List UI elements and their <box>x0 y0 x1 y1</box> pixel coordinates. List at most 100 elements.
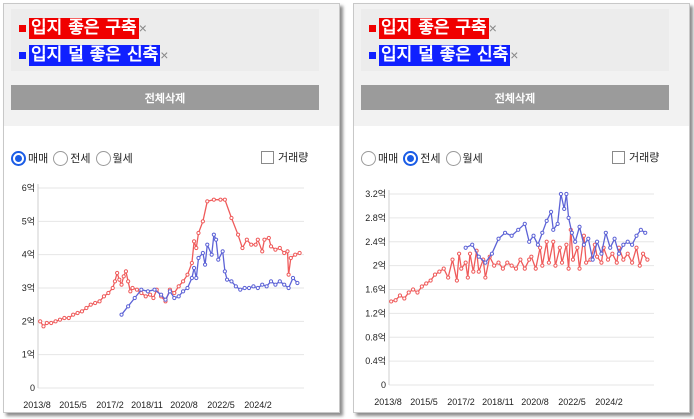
data-point <box>286 285 291 291</box>
data-point <box>533 266 538 271</box>
data-point <box>406 290 411 295</box>
radio-monthly-rent[interactable]: 월세 <box>95 150 133 166</box>
remove-tag-icon[interactable]: × <box>138 20 147 36</box>
radio-label: 월세 <box>462 153 483 165</box>
data-point <box>562 206 567 212</box>
data-point <box>599 260 604 265</box>
data-point <box>57 317 63 322</box>
data-point <box>610 251 615 256</box>
data-point <box>244 237 249 242</box>
volume-checkbox[interactable]: 거래량 <box>612 149 659 165</box>
remove-tag-icon[interactable]: × <box>510 47 519 63</box>
y-tick-label: 0 <box>30 383 35 393</box>
y-tick-label: 2.8억 <box>365 212 386 223</box>
radio-label: 전세 <box>70 153 91 165</box>
checkbox-icon[interactable] <box>612 150 625 164</box>
data-point <box>638 227 643 232</box>
data-point <box>117 277 122 282</box>
data-point <box>151 295 156 301</box>
delete-all-button[interactable]: 전체삭제 <box>361 85 669 110</box>
data-point <box>616 251 622 256</box>
data-point <box>496 236 501 241</box>
data-point <box>126 279 131 284</box>
radio-sale[interactable]: 매매 <box>11 150 48 166</box>
data-point <box>167 289 173 294</box>
complex-tag-1: 입지 좋은 구축 × <box>19 17 147 39</box>
selected-complex-tags: 입지 좋은 구축 × 입지 덜 좋은 신축 × <box>361 9 669 71</box>
series-line-1 <box>39 199 300 328</box>
data-point <box>637 263 642 268</box>
data-point <box>123 269 129 274</box>
data-point <box>211 232 216 237</box>
radio-button-icon[interactable] <box>95 150 111 166</box>
y-tick-label: 1.2억 <box>365 307 386 318</box>
data-point <box>163 297 168 302</box>
radio-button-icon[interactable] <box>53 150 69 166</box>
data-point <box>139 287 144 292</box>
data-point <box>424 281 429 286</box>
data-point <box>189 275 194 281</box>
data-point <box>522 221 527 226</box>
data-point <box>518 257 523 262</box>
remove-tag-icon[interactable]: × <box>160 47 169 63</box>
data-point <box>432 272 438 277</box>
data-point <box>559 260 565 265</box>
data-point <box>614 260 619 265</box>
data-point <box>397 293 403 298</box>
data-point <box>573 239 578 244</box>
blue-square-icon <box>19 51 26 59</box>
data-point <box>566 215 571 220</box>
data-point <box>441 266 446 271</box>
data-point <box>101 294 107 299</box>
checkbox-icon[interactable] <box>261 150 274 164</box>
data-point <box>205 242 210 247</box>
x-tick-label: 2020/8 <box>170 400 198 410</box>
x-tick-label: 2015/5 <box>59 400 87 410</box>
data-point <box>415 290 420 295</box>
radio-jeonse[interactable]: 전세 <box>53 150 91 166</box>
radio-button-icon[interactable] <box>361 150 376 166</box>
data-point <box>640 251 646 256</box>
radio-button-icon[interactable] <box>445 150 461 166</box>
radio-button-icon[interactable] <box>403 150 419 166</box>
data-point <box>93 300 98 306</box>
checkbox-label: 거래량 <box>278 152 309 164</box>
y-tick-label: 2억 <box>22 315 35 326</box>
series-line-2 <box>465 193 646 264</box>
data-point <box>185 272 190 277</box>
remove-tag-icon[interactable]: × <box>488 20 497 36</box>
data-point <box>428 278 433 283</box>
data-point <box>266 235 271 241</box>
radio-monthly-rent[interactable]: 월세 <box>445 150 483 166</box>
delete-all-button[interactable]: 전체삭제 <box>11 85 319 110</box>
radio-sale[interactable]: 매매 <box>361 150 398 166</box>
radio-button-icon[interactable] <box>11 150 26 166</box>
data-point <box>634 233 639 238</box>
data-point <box>558 191 564 197</box>
data-point <box>185 285 190 291</box>
complex-tag-label: 입지 좋은 구축 <box>379 17 489 39</box>
y-tick-label: 1억 <box>22 349 35 360</box>
data-point <box>446 275 451 280</box>
data-point <box>38 319 43 324</box>
data-point <box>75 310 80 316</box>
data-point <box>625 239 630 244</box>
data-point <box>570 257 576 262</box>
data-point <box>546 260 551 265</box>
data-point <box>505 260 510 265</box>
data-point <box>148 292 153 297</box>
radio-label: 전세 <box>420 153 441 165</box>
data-point <box>575 245 580 250</box>
data-point <box>465 275 470 280</box>
volume-checkbox[interactable]: 거래량 <box>261 149 308 165</box>
data-point <box>634 245 639 250</box>
complex-tag-2: 입지 덜 좋은 신축 × <box>19 44 168 66</box>
data-point <box>629 242 635 247</box>
x-tick-label: 2017/2 <box>447 397 475 407</box>
data-point <box>240 245 245 251</box>
data-point <box>419 284 424 289</box>
data-point <box>594 254 600 259</box>
data-point <box>277 279 282 284</box>
radio-jeonse[interactable]: 전세 <box>403 150 441 166</box>
data-point <box>551 227 556 232</box>
